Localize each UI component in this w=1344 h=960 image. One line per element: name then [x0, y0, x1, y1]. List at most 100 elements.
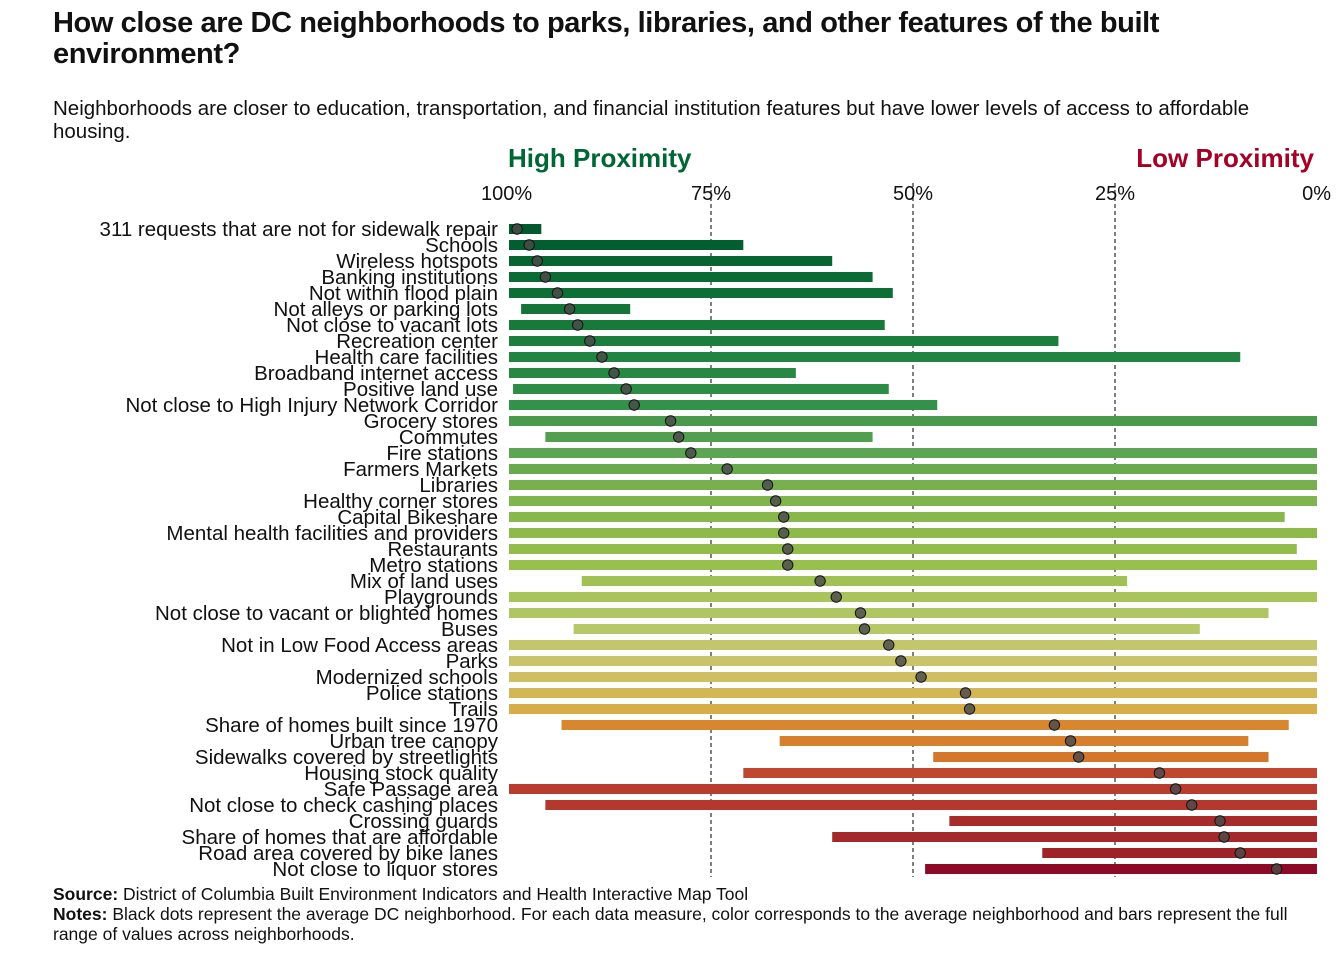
legend-high-proximity: High Proximity — [508, 143, 692, 173]
range-bar — [933, 752, 1269, 762]
range-bar — [509, 592, 1317, 602]
range-bar — [513, 384, 889, 394]
average-dot — [1048, 719, 1061, 731]
average-dot — [761, 479, 774, 491]
average-dot — [959, 687, 972, 699]
average-dot — [883, 639, 895, 651]
range-bar — [509, 480, 1317, 490]
average-dot — [1234, 847, 1246, 859]
average-dot — [1064, 735, 1077, 747]
average-dot — [523, 239, 535, 251]
row-label: Capital Bikeshare — [337, 506, 498, 529]
range-bar — [573, 624, 1200, 634]
row-label: Buses — [441, 618, 498, 641]
row-label: Restaurants — [387, 538, 498, 561]
average-dot — [782, 543, 794, 555]
range-bar — [1042, 848, 1317, 858]
average-dot — [915, 671, 927, 683]
average-dot — [1072, 751, 1085, 763]
row-label: Farmers Markets — [343, 458, 498, 481]
range-bar — [949, 816, 1317, 826]
row-label: Metro stations — [369, 554, 498, 577]
range-bar — [509, 224, 542, 234]
range-bar — [509, 368, 796, 378]
average-dot — [571, 319, 584, 331]
row-label: Not close to vacant or blighted homes — [155, 602, 498, 625]
average-dot — [963, 703, 976, 715]
source-label: Source: — [53, 884, 119, 904]
range-bar — [509, 512, 1285, 522]
average-dot — [858, 623, 871, 635]
range-bar — [509, 464, 1317, 474]
row-label: Recreation center — [336, 330, 498, 353]
notes-label: Notes: — [53, 904, 108, 924]
row-label: Road area covered by bike lanes — [198, 842, 498, 865]
source-text: District of Columbia Built Environment I… — [118, 884, 749, 904]
range-bar — [509, 496, 1317, 506]
range-bar — [509, 336, 1059, 346]
row-label: Not close to High Injury Network Corrido… — [125, 394, 498, 417]
average-dot — [563, 303, 576, 315]
x-tick-label: 100% — [481, 183, 532, 205]
row-label: Wireless hotspots — [336, 250, 498, 273]
range-bar — [509, 560, 1317, 570]
average-dot — [830, 591, 842, 603]
range-bar — [545, 432, 873, 442]
average-dot — [1218, 831, 1230, 843]
range-bar — [509, 688, 1317, 698]
average-dot — [778, 511, 790, 523]
range-bar — [509, 240, 744, 250]
average-dot — [1169, 783, 1182, 795]
range-bar — [581, 576, 1128, 586]
range-bar — [509, 704, 1317, 714]
row-label: Schools — [425, 234, 498, 257]
average-dot — [854, 607, 867, 619]
notes-text: Black dots represent the average DC neig… — [53, 904, 1288, 944]
range-bar — [509, 672, 1317, 682]
average-dot — [628, 399, 640, 411]
range-bar — [509, 416, 1317, 426]
range-bar — [509, 256, 833, 266]
row-label: Playgrounds — [384, 586, 498, 609]
average-dot — [551, 287, 564, 299]
average-dot — [1214, 815, 1226, 827]
average-dot — [721, 463, 733, 475]
chart-subtitle: Neighborhoods are closer to education, t… — [53, 97, 1250, 143]
range-bar — [743, 768, 1317, 778]
row-label: Share of homes that are affordable — [182, 826, 498, 849]
row-label: Share of homes built since 1970 — [205, 714, 498, 737]
row-label: Not close to check cashing places — [189, 794, 498, 817]
average-dot — [620, 383, 632, 395]
x-tick-label: 0% — [1302, 183, 1331, 205]
row-label: Not alleys or parking lots — [274, 298, 498, 321]
average-dot — [539, 271, 552, 283]
row-label: Modernized schools — [316, 666, 498, 689]
row-label: Not close to vacant lots — [286, 314, 498, 337]
row-label: Not within flood plain — [309, 282, 498, 305]
average-dot — [672, 431, 685, 443]
average-dot — [664, 415, 677, 427]
average-dot — [782, 559, 794, 571]
average-dot — [685, 447, 697, 459]
range-bar — [509, 528, 1317, 538]
range-bar — [509, 352, 1241, 362]
row-label: Healthy corner stores — [303, 490, 498, 513]
average-dot — [584, 335, 596, 347]
average-dot — [531, 255, 543, 267]
row-label: Housing stock quality — [304, 762, 498, 785]
range-bar — [509, 400, 938, 410]
row-label: Trails — [449, 698, 498, 721]
x-tick-label: 75% — [691, 183, 731, 205]
row-label: Not close to liquor stores — [272, 858, 498, 881]
range-bar — [509, 288, 893, 298]
range-bar — [545, 800, 1317, 810]
average-dot — [769, 495, 782, 507]
range-bar — [509, 608, 1269, 618]
source-note: Source: District of Columbia Built Envir… — [53, 884, 1313, 904]
average-dot — [608, 367, 620, 379]
legend-low-proximity: Low Proximity — [1136, 143, 1314, 173]
average-dot — [1270, 863, 1283, 875]
chart-footer: Source: District of Columbia Built Envir… — [53, 884, 1313, 944]
average-dot — [596, 351, 608, 363]
